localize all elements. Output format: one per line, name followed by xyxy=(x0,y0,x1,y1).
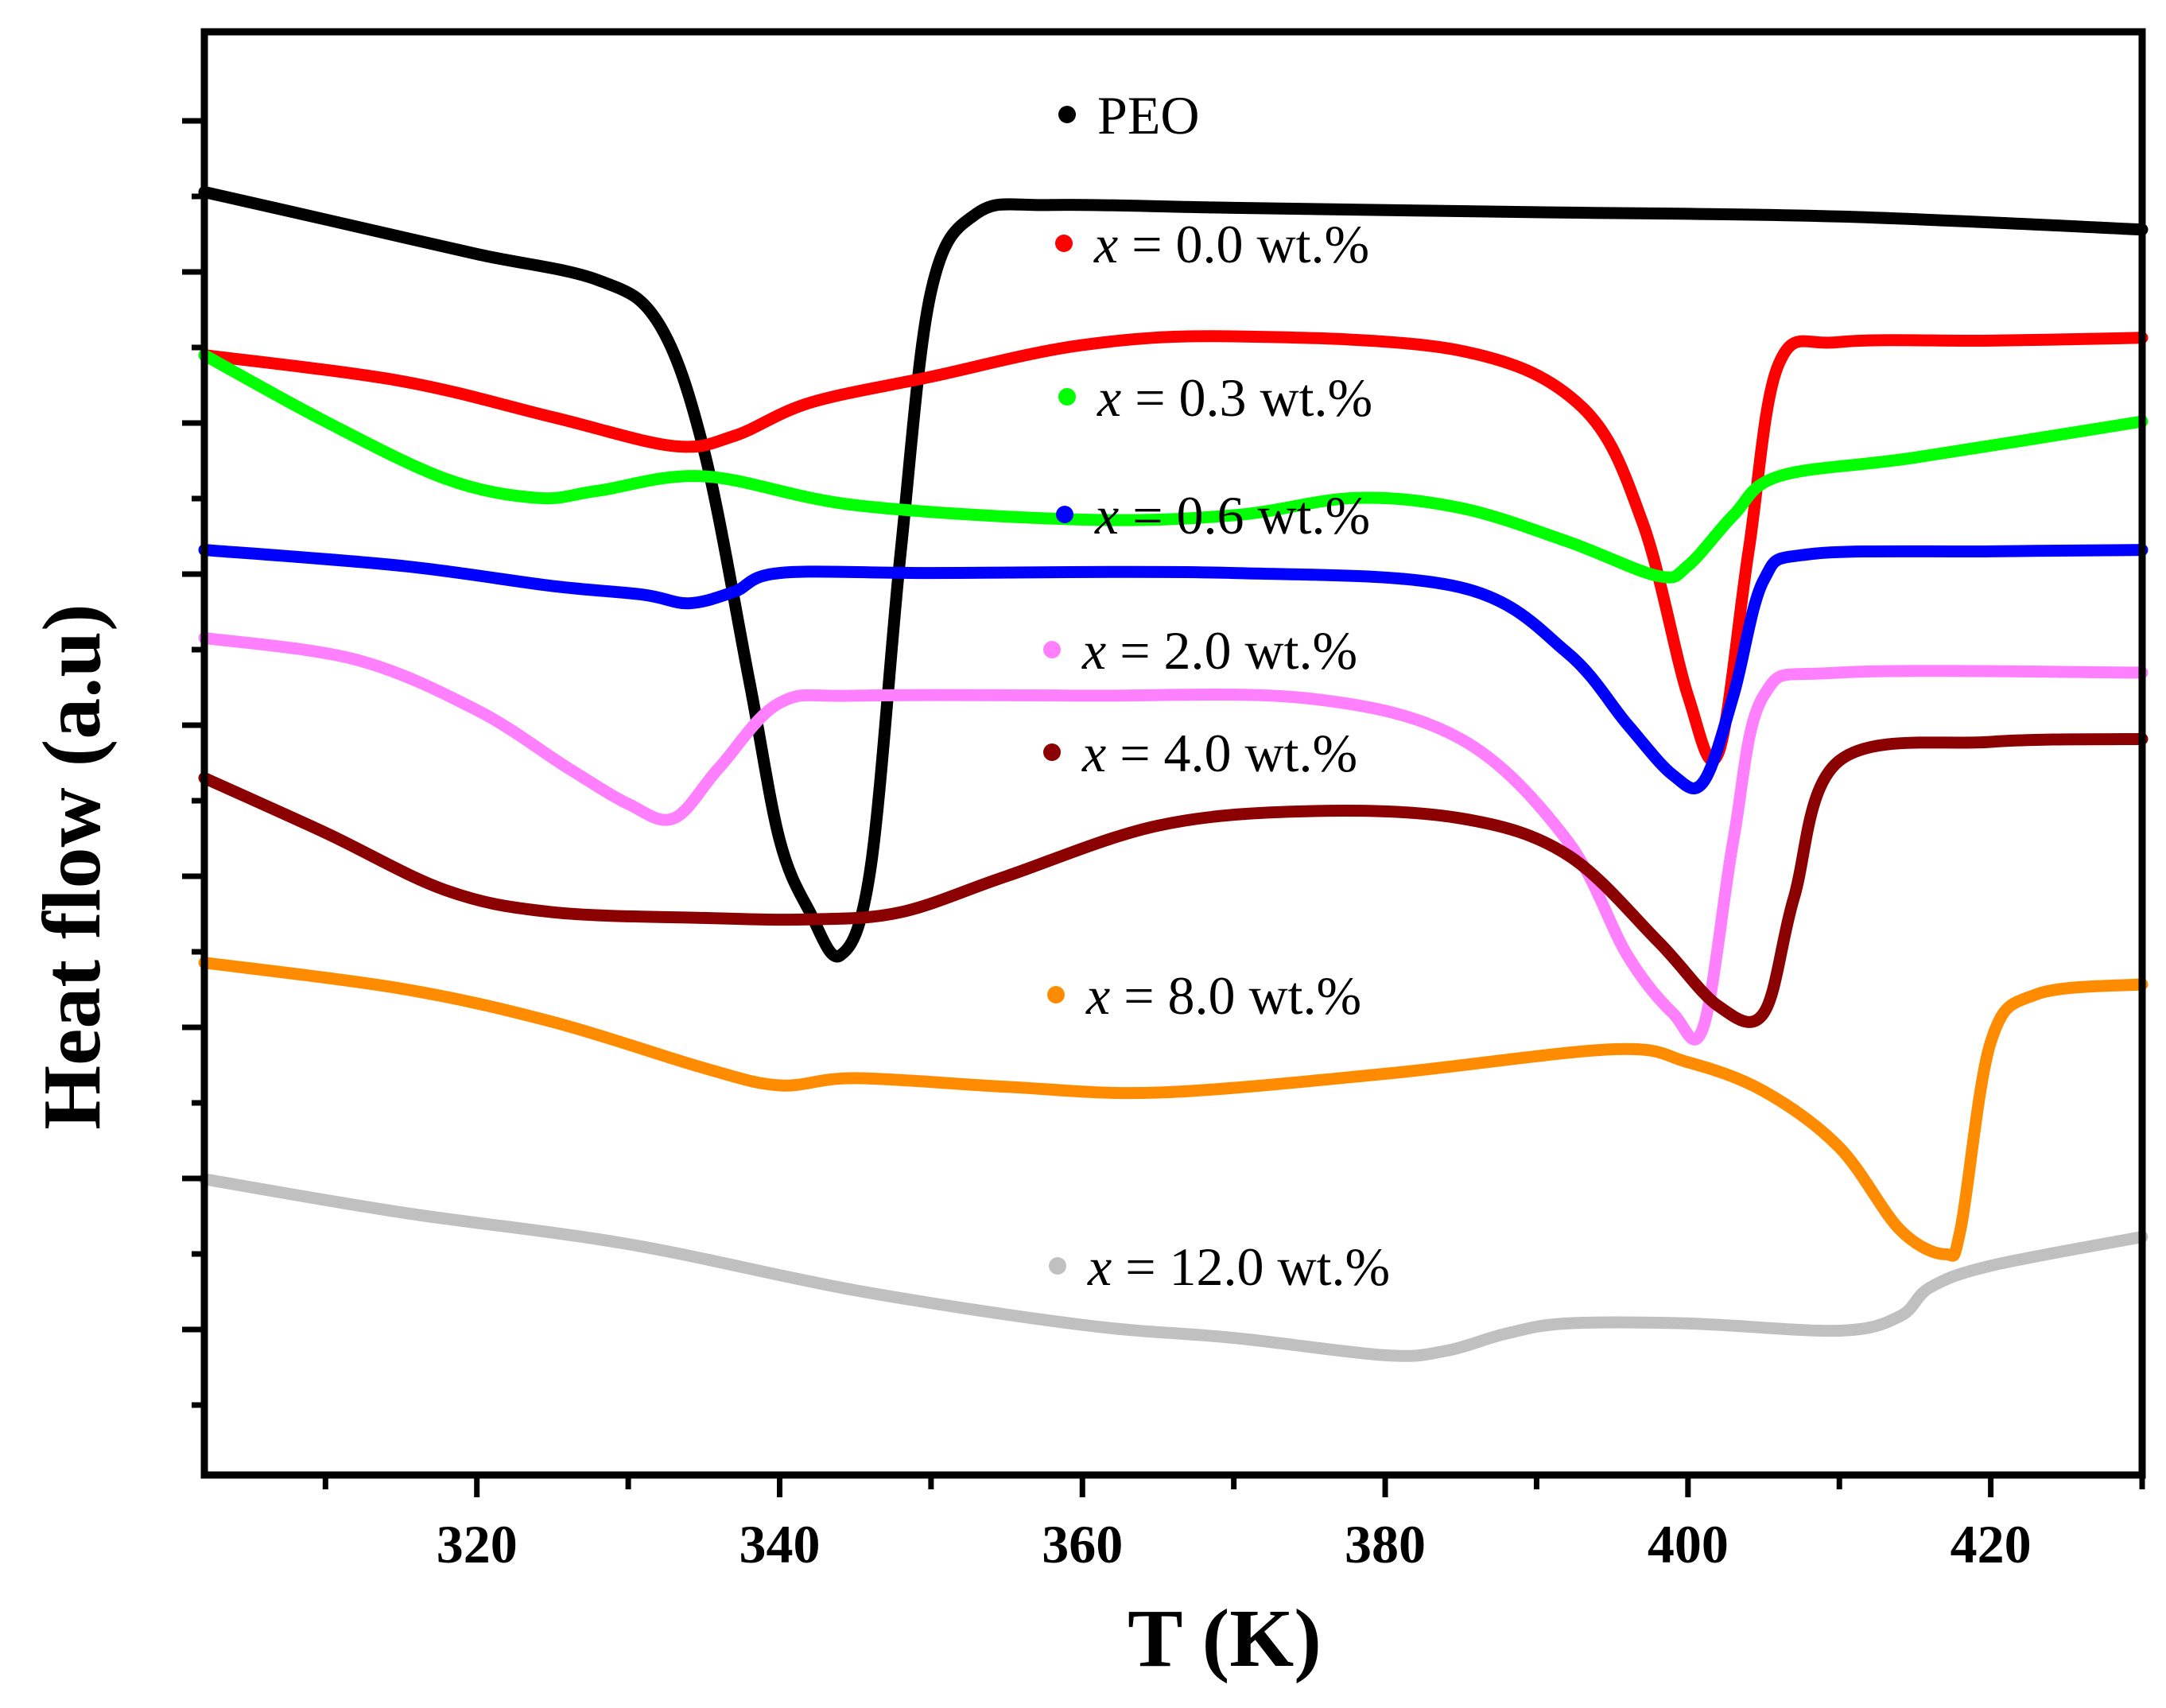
legend-label-3: x = 0.6 wt.% xyxy=(1094,485,1370,545)
legend-label-7: x = 12.0 wt.% xyxy=(1087,1236,1390,1297)
series-line-6 xyxy=(198,957,2149,1262)
series-line-0 xyxy=(198,186,2149,963)
legend-label-0: PEO xyxy=(1097,85,1199,146)
legend-marker-6 xyxy=(1047,986,1065,1003)
x-tick-label: 340 xyxy=(739,1514,820,1574)
x-tick-label: 400 xyxy=(1648,1514,1729,1574)
x-tick-label: 420 xyxy=(1951,1514,2032,1574)
x-tick-label: 320 xyxy=(437,1514,518,1574)
x-tick-label: 380 xyxy=(1345,1514,1426,1574)
legend-label-5: x = 4.0 wt.% xyxy=(1081,723,1357,783)
legend-marker-5 xyxy=(1043,743,1061,761)
series-line-3 xyxy=(198,544,2149,794)
plot-frame xyxy=(200,28,2146,1479)
series-line-5 xyxy=(198,732,2149,1028)
tick-layer: 320 340 360 380 400 420 xyxy=(182,118,2145,1574)
legend-marker-2 xyxy=(1058,388,1076,406)
x-tick-label: 360 xyxy=(1042,1514,1123,1574)
legend-label-1: x = 0.0 wt.% xyxy=(1093,214,1369,274)
series-line-7 xyxy=(198,1173,2149,1362)
legend-marker-7 xyxy=(1049,1257,1066,1275)
series-line-1 xyxy=(198,330,2149,767)
legend-label-4: x = 2.0 wt.% xyxy=(1081,620,1357,681)
legend-label-6: x = 8.0 wt.% xyxy=(1085,965,1361,1026)
legend-label-2: x = 0.3 wt.% xyxy=(1097,367,1372,428)
legend-marker-0 xyxy=(1058,106,1076,123)
series-layer xyxy=(198,186,2149,1362)
legend-marker-1 xyxy=(1055,235,1073,252)
legend-marker-3 xyxy=(1056,506,1073,523)
series-line-2 xyxy=(198,349,2149,584)
y-axis-title: Heat flow (a.u) xyxy=(26,604,118,1129)
x-axis-title: T (K) xyxy=(1128,1593,1322,1684)
series-line-4 xyxy=(198,631,2149,1046)
legend-layer: PEO x = 0.0 wt.% x = 0.3 wt.% x = 0.6 wt.% x… xyxy=(1043,85,1390,1297)
legend-marker-4 xyxy=(1043,641,1061,658)
